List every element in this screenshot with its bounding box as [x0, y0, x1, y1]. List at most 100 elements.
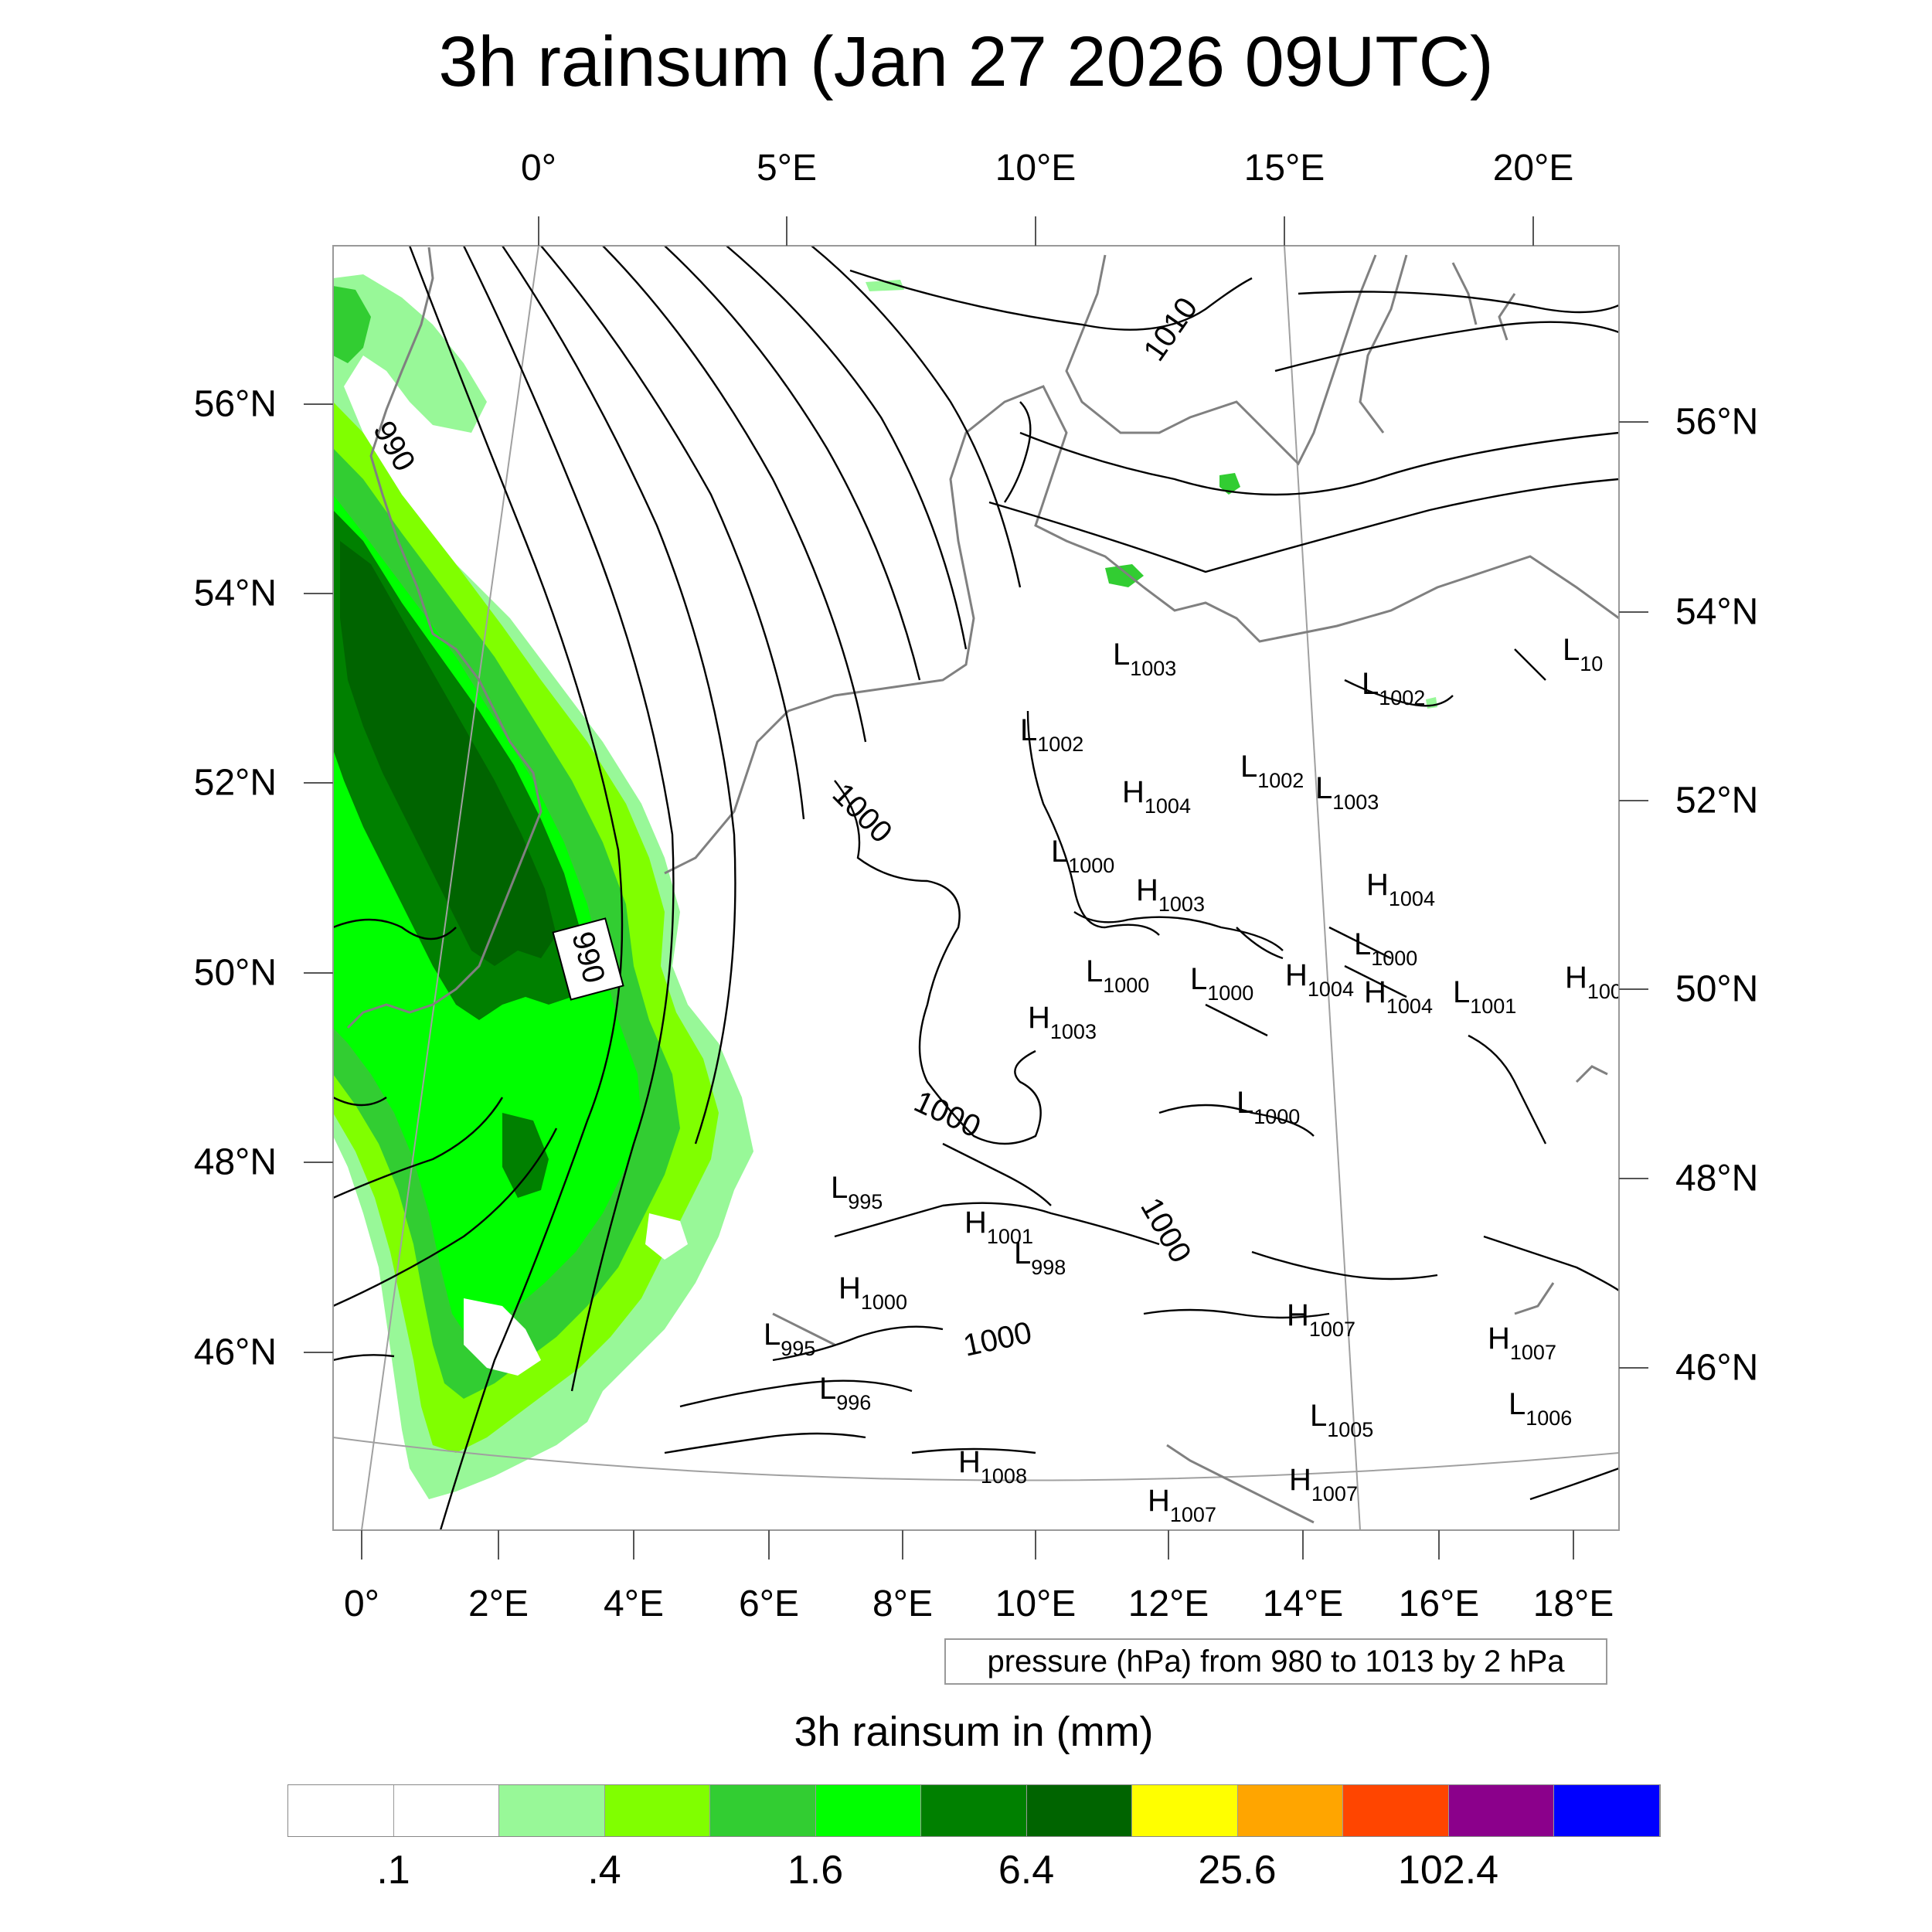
colorbar-swatch: [815, 1785, 921, 1836]
colorbar-swatch: [1026, 1785, 1132, 1836]
colorbar-title: 3h rainsum in (mm): [794, 1709, 1154, 1755]
rain-area-upper-dark: [333, 286, 371, 363]
bottom-lon-tick: 14°E: [1262, 1583, 1344, 1624]
left-lat-tick: 54°N: [193, 573, 277, 614]
low-pressure-label: L1000: [1354, 927, 1417, 970]
contour-label-1000-d: 1000: [961, 1315, 1035, 1363]
colorbar-label: 6.4: [998, 1848, 1055, 1893]
top-lon-tick: 5°E: [757, 148, 817, 189]
coastlines: [346, 247, 1619, 1524]
low-pressure-label: L1000: [1086, 954, 1149, 997]
high-pressure-label: H1001: [964, 1206, 1033, 1248]
right-lat-tick: 56°N: [1675, 401, 1759, 443]
high-pressure-label: H1004: [1122, 775, 1191, 818]
isobars: [333, 246, 1619, 1530]
high-pressure-label: H1004: [1364, 975, 1433, 1018]
low-pressure-label: L1000: [1236, 1086, 1300, 1128]
colorbar: [287, 1784, 1661, 1837]
low-pressure-label: L1005: [1310, 1399, 1373, 1441]
colorbar-label: 1.6: [787, 1848, 844, 1893]
colorbar-swatch: [921, 1785, 1027, 1836]
low-pressure-label: L1000: [1051, 835, 1114, 877]
colorbar-label: 102.4: [1397, 1848, 1499, 1893]
rain-area-darkest: [340, 541, 556, 966]
bottom-lon-tick: 2°E: [468, 1583, 529, 1624]
low-pressure-label: L1002: [1362, 667, 1425, 709]
right-lat-tick: 48°N: [1675, 1158, 1759, 1199]
right-lat-tick: 54°N: [1675, 591, 1759, 633]
low-pressure-label: L1003: [1113, 638, 1176, 680]
rain-spot-north: [866, 280, 904, 291]
high-pressure-label: H100: [1565, 961, 1622, 1003]
low-pressure-label: L1003: [1315, 771, 1379, 814]
high-pressure-label: H1003: [1028, 1001, 1097, 1043]
bottom-lon-tick: 8°E: [872, 1583, 933, 1624]
colorbar-swatch: [288, 1785, 394, 1836]
bottom-lon-tick: 6°E: [739, 1583, 799, 1624]
colorbar-swatch: [1448, 1785, 1554, 1836]
colorbar-swatch: [1132, 1785, 1238, 1836]
colorbar-swatch: [1237, 1785, 1343, 1836]
contour-label-1000-a: 1000: [826, 777, 899, 849]
rain-area-white-hole: [464, 1298, 541, 1376]
high-pressure-label: H1000: [838, 1271, 907, 1314]
tick-marks: [304, 216, 1648, 1560]
colorbar-swatch: [1554, 1785, 1660, 1836]
colorbar-swatch: [710, 1785, 816, 1836]
low-pressure-label: L996: [819, 1372, 871, 1414]
high-pressure-label: H1007: [1289, 1463, 1358, 1505]
low-pressure-label: L1006: [1509, 1387, 1572, 1430]
rain-area-upper: [406, 325, 471, 417]
left-lat-tick: 50°N: [193, 952, 277, 994]
colorbar-label: 25.6: [1198, 1848, 1277, 1893]
high-pressure-label: H1007: [1287, 1298, 1355, 1341]
colorbar-label: .1: [376, 1848, 410, 1893]
high-pressure-label: H1004: [1366, 868, 1435, 910]
rain-area-white-hole-2: [645, 1213, 688, 1260]
graticule: [333, 246, 1619, 1530]
top-lon-tick: 10°E: [995, 148, 1077, 189]
colorbar-swatch: [499, 1785, 605, 1836]
left-lat-tick: 48°N: [193, 1141, 277, 1183]
pressure-note: pressure (hPa) from 980 to 1013 by 2 hPa: [944, 1638, 1607, 1685]
colorbar-label: .4: [587, 1848, 621, 1893]
high-pressure-label: H1007: [1148, 1484, 1216, 1526]
rain-area-dark-south: [502, 1113, 549, 1198]
right-lat-tick: 50°N: [1675, 968, 1759, 1010]
colorbar-swatch: [393, 1785, 499, 1836]
bottom-lon-tick: 18°E: [1532, 1583, 1614, 1624]
left-lat-tick: 46°N: [193, 1332, 277, 1373]
low-pressure-label: L995: [831, 1171, 883, 1213]
bottom-lon-tick: 0°: [344, 1583, 379, 1624]
top-lon-tick: 0°: [521, 148, 556, 189]
right-lat-tick: 46°N: [1675, 1347, 1759, 1389]
contour-label-1000-c: 1000: [1134, 1192, 1198, 1269]
right-lat-tick: 52°N: [1675, 780, 1759, 821]
low-pressure-label: L10: [1563, 633, 1603, 675]
high-pressure-label: H1003: [1136, 873, 1205, 916]
bottom-lon-tick: 10°E: [995, 1583, 1077, 1624]
top-lon-tick: 20°E: [1492, 148, 1574, 189]
map-title: 3h rainsum (Jan 27 2026 09UTC): [438, 22, 1494, 101]
rain-spot-baltic-2: [1219, 473, 1240, 495]
low-pressure-label: L1002: [1020, 713, 1083, 756]
bottom-lon-tick: 16°E: [1398, 1583, 1480, 1624]
high-pressure-label: H1008: [958, 1445, 1027, 1488]
low-pressure-label: L995: [764, 1318, 815, 1360]
map-frame: [332, 245, 1620, 1531]
left-lat-tick: 56°N: [193, 383, 277, 425]
left-lat-tick: 52°N: [193, 762, 277, 804]
high-pressure-label: H1007: [1488, 1321, 1556, 1364]
low-pressure-label: L1001: [1453, 975, 1516, 1018]
rain-spot-baltic-1: [1105, 564, 1144, 587]
low-pressure-label: L998: [1014, 1236, 1066, 1279]
colorbar-swatch: [1343, 1785, 1449, 1836]
contour-label-1000-b: 1000: [909, 1084, 985, 1144]
bottom-lon-tick: 4°E: [604, 1583, 664, 1624]
top-lon-tick: 15°E: [1243, 148, 1325, 189]
low-pressure-label: L1002: [1240, 750, 1304, 792]
colorbar-swatch: [604, 1785, 710, 1836]
rain-field: [333, 274, 1437, 1499]
